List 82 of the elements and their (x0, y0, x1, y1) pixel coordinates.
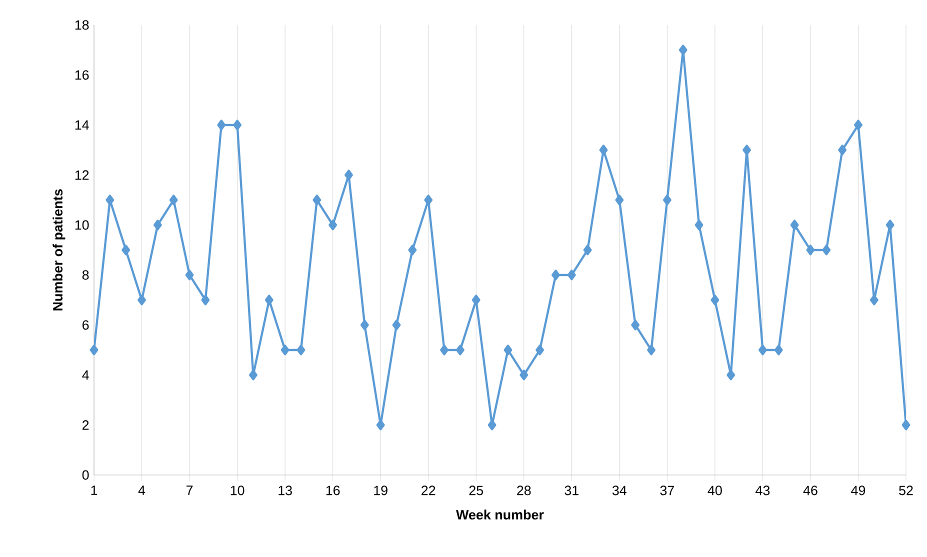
point (726, 370, 736, 380)
point (902, 420, 910, 430)
x-tick-label: 1 (91, 486, 98, 495)
x-tick-label: 19 (374, 486, 388, 496)
point (838, 144, 847, 156)
point (328, 220, 338, 230)
point (296, 344, 306, 356)
point (456, 344, 464, 356)
y-tick-label: 6 (82, 320, 89, 330)
x-tick-label: 49 (851, 486, 866, 496)
x-tick-label: 52 (899, 486, 913, 496)
x-tick-label: 37 (660, 486, 674, 496)
point (312, 194, 322, 206)
x-tick-label: 34 (612, 486, 627, 496)
x-tick-label: 10 (230, 486, 244, 496)
point (472, 294, 480, 306)
x-tick-label: 13 (278, 486, 292, 496)
x-tick-label: 22 (422, 486, 436, 496)
point (567, 270, 576, 280)
y-tick-label: 18 (75, 20, 89, 30)
point (233, 120, 242, 130)
y-tick-label: 12 (75, 170, 89, 180)
point (504, 344, 512, 356)
x-tick-label: 46 (803, 486, 818, 496)
point (822, 244, 831, 256)
y-tick-label: 4 (82, 370, 89, 380)
x-tick-label: 4 (138, 486, 146, 495)
point (854, 120, 862, 130)
point (536, 344, 544, 356)
point (392, 320, 401, 330)
point (758, 344, 767, 356)
point (870, 294, 878, 306)
x-tick-label: 25 (469, 486, 484, 496)
point (662, 194, 672, 206)
point (694, 220, 704, 230)
y-tick-label: 0 (82, 470, 89, 480)
point (424, 194, 433, 206)
point (153, 220, 162, 230)
x-tick-label: 43 (756, 486, 770, 496)
point (551, 270, 560, 280)
point (360, 320, 369, 330)
x-tick-label: 40 (708, 486, 722, 496)
y-tick-label: 8 (82, 270, 89, 280)
point (583, 244, 592, 256)
point (886, 220, 894, 230)
y-tick-label: 16 (75, 70, 89, 80)
point (344, 170, 353, 180)
point (90, 344, 98, 356)
y-tick-label: 14 (75, 120, 89, 130)
point (488, 420, 496, 430)
point (678, 44, 688, 56)
point (742, 144, 752, 156)
x-tick-label: 7 (186, 486, 193, 495)
point (201, 294, 210, 306)
x-tick-label: 31 (564, 486, 578, 496)
point (264, 294, 274, 306)
y-tick-label: 10 (75, 220, 89, 230)
point (631, 320, 640, 330)
point (408, 244, 417, 256)
y-tick-label: 2 (82, 420, 89, 430)
point (599, 144, 608, 156)
point (710, 294, 720, 306)
y-axis-title: Number of patients (52, 189, 66, 310)
point (440, 344, 449, 356)
x-tick-label: 16 (326, 486, 340, 496)
point (806, 244, 815, 256)
point (774, 344, 783, 356)
point (122, 244, 130, 256)
point (520, 370, 528, 380)
point (185, 270, 194, 280)
point (790, 220, 799, 230)
x-axis-title: Week number (456, 510, 544, 520)
point (615, 194, 624, 206)
point (106, 194, 114, 206)
point (169, 194, 178, 206)
point (647, 344, 656, 356)
point (217, 120, 226, 130)
point (248, 370, 258, 380)
point (376, 420, 385, 430)
x-tick-label: 28 (517, 486, 531, 496)
point (280, 344, 290, 356)
point (138, 294, 146, 306)
